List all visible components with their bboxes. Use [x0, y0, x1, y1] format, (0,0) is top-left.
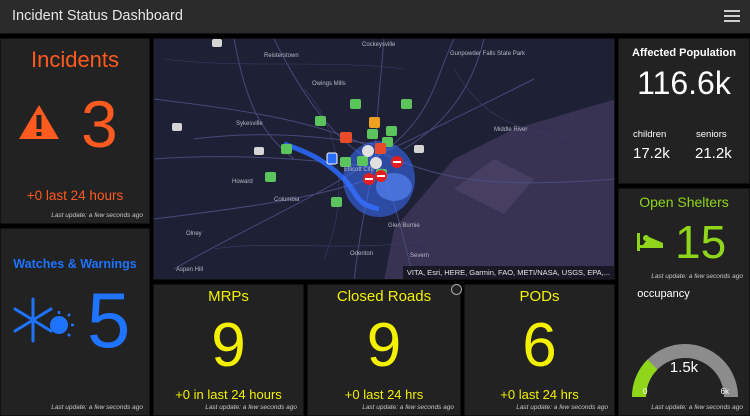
dashboard-title: Incident Status Dashboard [12, 8, 183, 24]
watches-title: Watches & Warnings [13, 257, 137, 271]
incident-map[interactable]: Cockeysville Reisterstown Owings Mills S… [153, 38, 615, 280]
seniors-label: seniors [696, 129, 727, 140]
mrps-panel: MRPs 9 +0 in last 24 hours Last update: … [153, 284, 304, 416]
closed-roads-updated: Last update: a few seconds ago [362, 404, 454, 411]
map-attribution: VITA, Esri, HERE, Garmin, FAO, METI/NASA… [402, 266, 614, 279]
map-label: Severn [410, 253, 430, 259]
occupancy-label: occupancy [637, 288, 690, 300]
pods-count: 6 [522, 311, 557, 380]
incidents-title: Incidents [30, 47, 120, 72]
pods-delta: +0 last 24 hrs [500, 387, 579, 402]
pods-title: PODs [519, 288, 560, 305]
watches-count: 5 [87, 276, 131, 364]
closed-roads-delta: +0 last 24 hrs [344, 387, 424, 402]
children-label: children [633, 129, 667, 140]
gauge-min: 0 [643, 387, 648, 396]
map-label: Sykesville [236, 121, 263, 127]
map-label: Odenton [350, 251, 374, 257]
map-label: Reisterstown [264, 53, 299, 59]
incidents-count: 3 [81, 87, 118, 161]
shelters-title: Open Shelters [639, 194, 729, 210]
app-header: Incident Status Dashboard [0, 0, 750, 34]
map-label: Aspen Hill [176, 267, 204, 273]
incidents-panel: Incidents 3 +0 last 24 hours Last update… [0, 38, 150, 224]
closed-roads-count: 9 [366, 311, 402, 380]
population-total: 116.6k [637, 65, 731, 101]
seniors-value: 21.2k [695, 145, 732, 162]
panel-move-handle-icon[interactable] [451, 284, 462, 295]
map-label: Olney [186, 231, 202, 237]
mrps-count: 9 [211, 311, 246, 380]
map-label: Owings Mills [312, 81, 346, 87]
population-panel: Affected Population 116.6k children 17.2… [618, 38, 750, 184]
hamburger-menu-icon[interactable] [724, 7, 740, 25]
incidents-delta: +0 last 24 hours [26, 188, 124, 203]
gauge-max: 6k [720, 387, 729, 396]
shelters-count: 15 [675, 216, 727, 268]
shelters-gauge-updated: Last update: a few seconds ago [651, 404, 743, 411]
map-label: Ellicott City [344, 167, 374, 173]
watches-updated: Last update: a few seconds ago [51, 404, 143, 411]
map-markers [265, 99, 412, 207]
map-label: Middle River [494, 127, 528, 133]
closed-roads-title: Closed Roads [336, 288, 432, 305]
population-title: Affected Population [632, 47, 736, 59]
snow-sun-icon [13, 297, 74, 343]
incidents-updated: Last update: a few seconds ago [51, 212, 143, 219]
watches-panel: Watches & Warnings 5 Last update: a few … [0, 228, 150, 416]
occupancy-gauge [632, 344, 738, 398]
shelters-panel: Open Shelters 15 Last update: a few seco… [618, 188, 750, 416]
shelters-updated: Last update: a few seconds ago [651, 273, 743, 280]
mrps-delta: +0 in last 24 hours [175, 387, 282, 402]
warning-icon [19, 105, 59, 139]
mrps-title: MRPs [208, 288, 249, 305]
children-value: 17.2k [633, 145, 670, 162]
map-label: Columbia [274, 197, 300, 203]
occupancy-value: 1.5k [669, 359, 699, 376]
pods-updated: Last update: a few seconds ago [516, 404, 608, 411]
map-label: Howard [232, 179, 253, 185]
bed-icon [637, 233, 663, 251]
closed-roads-panel: Closed Roads 9 +0 last 24 hrs Last updat… [307, 284, 461, 416]
map-label: Gunpowder Falls State Park [450, 51, 526, 57]
pods-panel: PODs 6 +0 last 24 hrs Last update: a few… [464, 284, 615, 416]
map-label: Glen Burnie [388, 223, 420, 229]
mrps-updated: Last update: a few seconds ago [205, 404, 297, 411]
map-label: Cockeysville [362, 42, 396, 48]
